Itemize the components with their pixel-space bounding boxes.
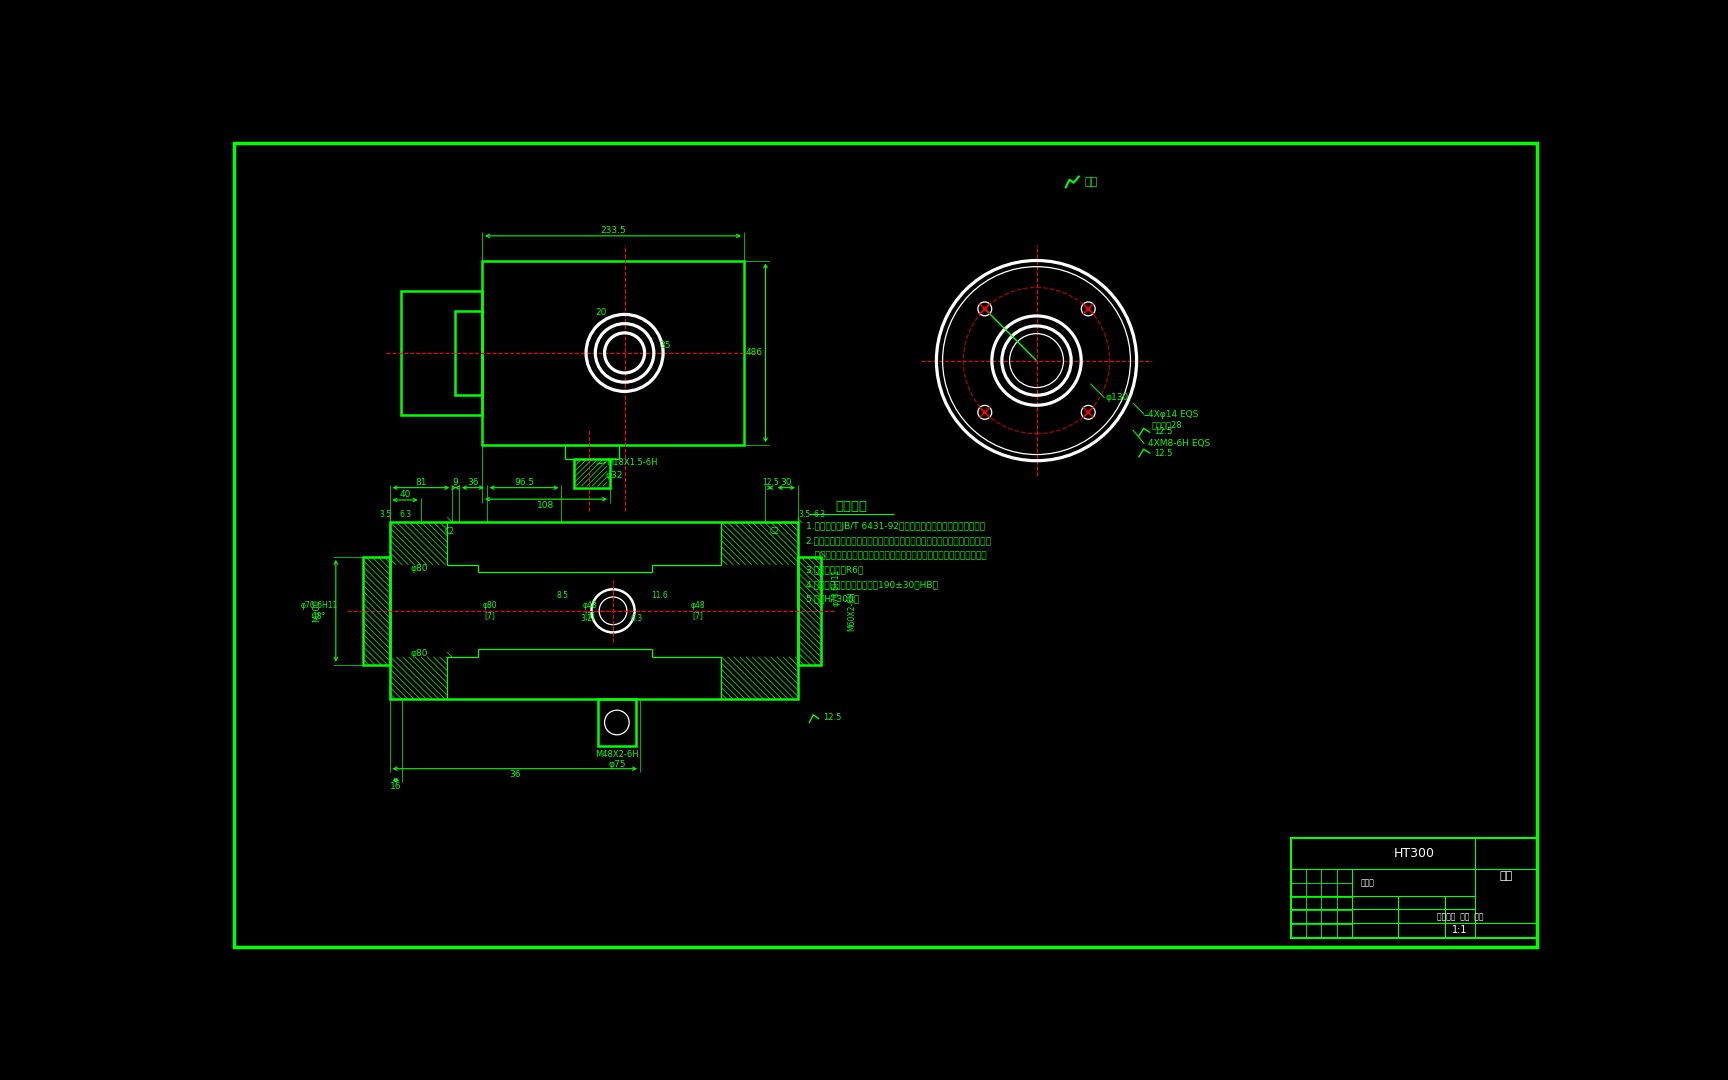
- Text: 12.5: 12.5: [1154, 448, 1173, 458]
- Text: 4.所有加工全面做表面硬度（190±30）HB。: 4.所有加工全面做表面硬度（190±30）HB。: [805, 580, 938, 590]
- Text: 时间标记  重量  比例: 时间标记 重量 比例: [1436, 912, 1483, 921]
- Bar: [1291, 838, 1536, 939]
- Text: 相隔等分28: 相隔等分28: [1153, 421, 1182, 430]
- Text: 12.5: 12.5: [823, 714, 842, 723]
- Text: 其余: 其余: [1083, 177, 1097, 187]
- Text: 技术要求: 技术要求: [836, 500, 867, 513]
- Text: M48X2-6H: M48X2-6H: [594, 751, 639, 759]
- Text: 12.5: 12.5: [1154, 427, 1173, 436]
- Text: 36: 36: [467, 477, 479, 487]
- Text: M100: M100: [313, 599, 321, 622]
- Text: φ70.6H11: φ70.6H11: [831, 569, 842, 606]
- Text: 2.铸件表面应光洁，不得有型沙、石沙、裂缝口、多肉、笪皮及划分等缺陷，: 2.铸件表面应光洁，不得有型沙、石沙、裂缝口、多肉、笪皮及划分等缺陷，: [805, 537, 992, 545]
- Text: HT300: HT300: [1393, 847, 1434, 860]
- Bar: [565, 445, 619, 459]
- Text: 1:1: 1:1: [1452, 926, 1467, 935]
- Circle shape: [1087, 410, 1090, 414]
- Text: 16: 16: [391, 782, 401, 791]
- Text: 233.5: 233.5: [600, 226, 626, 235]
- Bar: [363, 557, 391, 665]
- Text: 11.6: 11.6: [651, 591, 667, 600]
- Bar: [598, 700, 636, 745]
- Text: φ75: φ75: [608, 759, 626, 769]
- Text: 12.5: 12.5: [762, 477, 779, 487]
- Text: φ70.6H11
18°: φ70.6H11 18°: [301, 602, 337, 621]
- Text: 20: 20: [596, 309, 607, 318]
- Text: 4XM8-6H EQS: 4XM8-6H EQS: [1147, 440, 1210, 448]
- Text: 81: 81: [415, 477, 427, 487]
- Text: φ48
[7]: φ48 [7]: [691, 602, 705, 621]
- Text: 6.3: 6.3: [631, 615, 643, 623]
- Text: 30: 30: [781, 477, 791, 487]
- Bar: [401, 292, 482, 415]
- Bar: [798, 557, 821, 665]
- Text: 5.材料HT300。: 5.材料HT300。: [805, 595, 859, 604]
- Text: φ80: φ80: [410, 564, 429, 573]
- Text: C2: C2: [769, 527, 779, 536]
- Text: 3.2: 3.2: [581, 615, 593, 623]
- Text: 40: 40: [399, 490, 411, 499]
- Text: M18X1.5-6H: M18X1.5-6H: [607, 458, 657, 468]
- Bar: [454, 311, 482, 395]
- Circle shape: [983, 308, 987, 310]
- Text: C2: C2: [444, 527, 454, 536]
- Text: φ48
[7]: φ48 [7]: [582, 602, 598, 621]
- Text: 108: 108: [537, 501, 555, 510]
- Text: 9: 9: [453, 477, 458, 487]
- Text: 35: 35: [658, 340, 670, 350]
- Text: M60X2-6H: M60X2-6H: [847, 591, 855, 631]
- Text: φ130: φ130: [1106, 393, 1128, 402]
- Text: 3.未注圆角半径R6。: 3.未注圆角半径R6。: [805, 566, 864, 575]
- Circle shape: [1087, 308, 1090, 310]
- Text: 6.3: 6.3: [399, 510, 411, 519]
- Text: 3.5: 3.5: [380, 510, 392, 519]
- Text: 标准化: 标准化: [1360, 878, 1374, 887]
- Bar: [482, 260, 745, 445]
- Text: 96.5: 96.5: [513, 477, 534, 487]
- Text: φ80
[7]: φ80 [7]: [482, 602, 498, 621]
- Bar: [574, 459, 610, 488]
- Text: 486: 486: [745, 349, 762, 357]
- Text: 加工表面不应有影响精度的圆纹、裂纹、沙眼缺陷，溶蚀及划伤等制痕。: 加工表面不应有影响精度的圆纹、裂纹、沙眼缺陷，溶蚀及划伤等制痕。: [805, 551, 987, 559]
- Text: φ32: φ32: [607, 471, 624, 481]
- Text: 8.5: 8.5: [556, 591, 569, 600]
- Bar: [391, 523, 798, 700]
- Text: 6.3: 6.3: [814, 510, 826, 519]
- Text: 36: 36: [510, 770, 520, 780]
- Text: 4Xφ14 EQS: 4Xφ14 EQS: [1147, 410, 1199, 419]
- Text: φ80: φ80: [410, 649, 429, 658]
- Circle shape: [983, 410, 987, 414]
- Text: 3.5: 3.5: [798, 510, 810, 519]
- Text: 阀体: 阀体: [1500, 872, 1512, 881]
- Text: 1.铸件应符合JB/T 6431-92《密封式铸铁件技术条件》的规定。: 1.铸件应符合JB/T 6431-92《密封式铸铁件技术条件》的规定。: [805, 522, 985, 530]
